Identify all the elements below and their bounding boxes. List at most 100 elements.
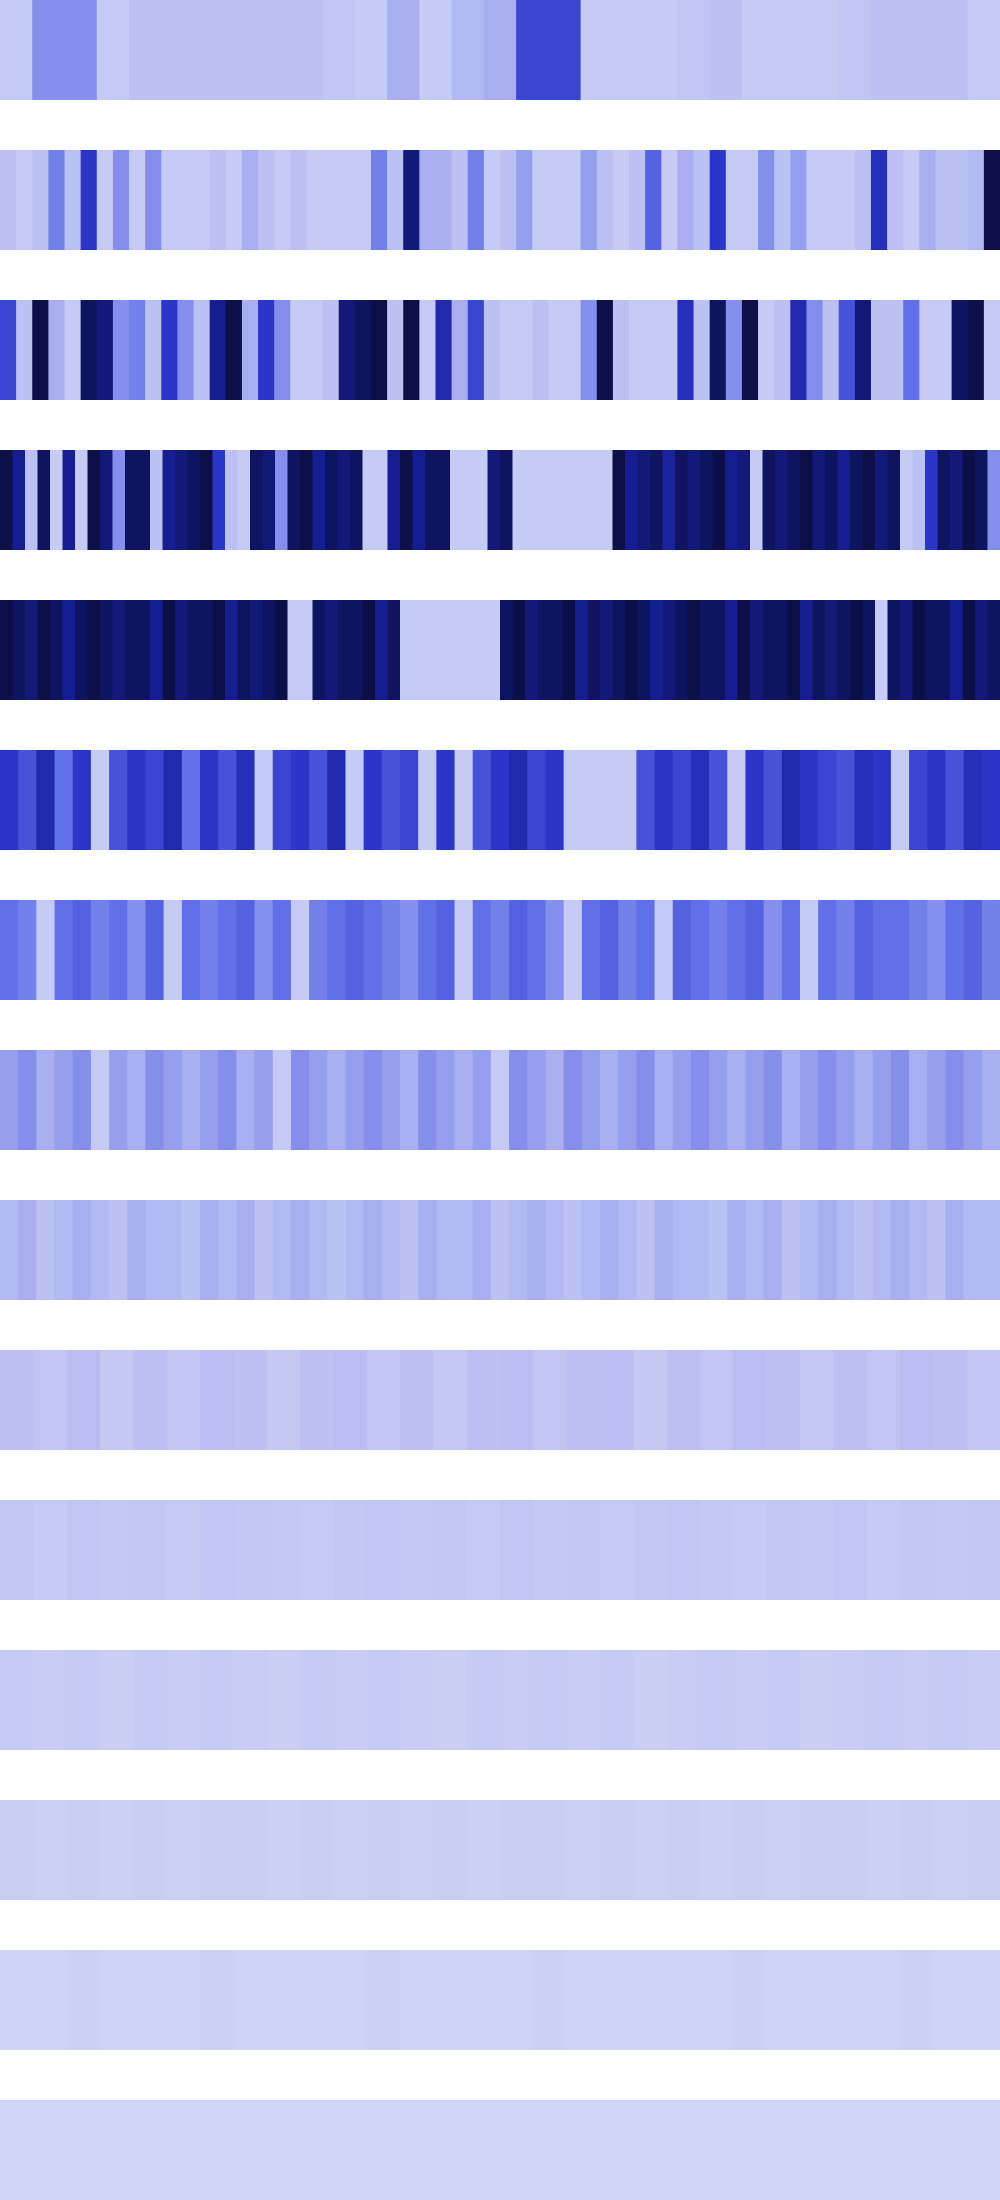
heatmap-cell (650, 600, 663, 700)
heatmap-cell (527, 1200, 546, 1300)
heatmap-cell (935, 300, 953, 400)
heatmap-cell (872, 750, 892, 850)
heatmap-cell (62, 600, 76, 700)
heatmap-cell (412, 450, 426, 550)
heatmap-cell (462, 450, 476, 550)
heatmap-cell (66, 1350, 101, 1450)
heatmap-cell (137, 450, 151, 550)
heatmap-cell (709, 0, 743, 100)
heatmap-cell (580, 300, 598, 400)
heatmap-cell (181, 750, 201, 850)
heatmap-cell (187, 600, 201, 700)
heatmap-cell (193, 0, 227, 100)
heatmap-cell (562, 600, 576, 700)
heatmap-cell (325, 450, 338, 550)
heatmap-cell (887, 450, 901, 550)
heatmap-cell (0, 1350, 34, 1450)
heatmap-cell (333, 1500, 368, 1600)
heatmap-cell (951, 150, 969, 250)
heatmap-cell (209, 300, 227, 400)
heatmap-cell (887, 300, 904, 400)
heatmap-cell (16, 300, 33, 400)
heatmap-cell (418, 1050, 437, 1150)
heatmap-cell (866, 1800, 901, 1900)
heatmap-cell (90, 900, 110, 1000)
heatmap-cell (90, 750, 110, 850)
heatmap-cell (927, 750, 946, 850)
heatmap-cell (337, 450, 351, 550)
heatmap-cell (345, 1050, 365, 1150)
heatmap-cell (33, 1800, 68, 1900)
heatmap-cell (322, 0, 356, 100)
heatmap-cell (200, 1350, 234, 1450)
heatmap-cell (262, 450, 276, 550)
heatmap-cell (366, 1650, 401, 1750)
heatmap-cell (467, 300, 485, 400)
heatmap-cell (862, 600, 876, 700)
heatmap-cell (966, 2100, 1000, 2200)
heatmap-cell (72, 750, 92, 850)
heatmap-cell (951, 300, 969, 400)
heatmap-cell (500, 150, 517, 250)
heatmap-cell (866, 1500, 901, 1600)
heatmap-cell (774, 300, 791, 400)
heatmap-cell (64, 150, 82, 250)
heatmap-cell (763, 900, 783, 1000)
heatmap-cell (700, 1950, 734, 2050)
heatmap-cell (363, 750, 383, 850)
heatmap-cell (693, 300, 711, 400)
heatmap-cell (745, 1050, 765, 1150)
heatmap-cell (236, 1200, 256, 1300)
heatmap-cell (806, 0, 840, 100)
heatmap-cell (66, 1650, 101, 1750)
heatmap-cell (712, 600, 726, 700)
heatmap-cell (254, 750, 274, 850)
heatmap-cell (466, 1350, 501, 1450)
heatmap-cell (790, 150, 807, 250)
heatmap-cell (675, 450, 688, 550)
heatmap-cell (166, 1500, 201, 1600)
heatmap-cell (927, 1050, 946, 1150)
heatmap-cell (909, 900, 928, 1000)
heatmap-cell (236, 1050, 256, 1150)
heatmap-cell (218, 1200, 237, 1300)
heatmap-cell (527, 900, 546, 1000)
heatmap-cell (833, 1350, 868, 1450)
heatmap-cell (354, 0, 388, 100)
heatmap-cell (525, 450, 538, 550)
heatmap-cell (354, 300, 372, 400)
heatmap-cell (209, 150, 227, 250)
heatmap-cell (435, 150, 453, 250)
heatmap-cell (866, 1650, 901, 1750)
heatmap-cell (400, 1500, 434, 1600)
heatmap-cell (512, 600, 526, 700)
heatmap-cell (200, 1650, 234, 1750)
heatmap-cell (258, 300, 275, 400)
heatmap-cell (900, 1650, 934, 1750)
heatmap-cell (587, 450, 601, 550)
heatmap-cell (381, 900, 401, 1000)
heatmap-cell (600, 2100, 634, 2200)
heatmap-cell (775, 450, 788, 550)
heatmap-cell (945, 1200, 965, 1300)
heatmap-cell (218, 750, 237, 850)
heatmap-cell (962, 600, 976, 700)
heatmap-cell (500, 1950, 534, 2050)
heatmap-cell (850, 600, 863, 700)
heatmap-cell (127, 1050, 146, 1150)
heatmap-cell (387, 0, 420, 100)
heatmap-cell (66, 2100, 101, 2200)
heatmap-cell (258, 0, 291, 100)
heatmap-cell (66, 1800, 101, 1900)
heatmap-cell (945, 900, 965, 1000)
heatmap-cell (375, 450, 388, 550)
heatmap-cell (963, 1200, 983, 1300)
heatmap-cell (516, 150, 533, 250)
heatmap-cell (96, 150, 114, 250)
heatmap-cell (532, 150, 549, 250)
heatmap-cell (566, 2100, 601, 2200)
heatmap-cell (18, 1200, 37, 1300)
heatmap-cell (109, 750, 128, 850)
heatmap-cell (927, 900, 946, 1000)
heatmap-cell (500, 2100, 534, 2200)
